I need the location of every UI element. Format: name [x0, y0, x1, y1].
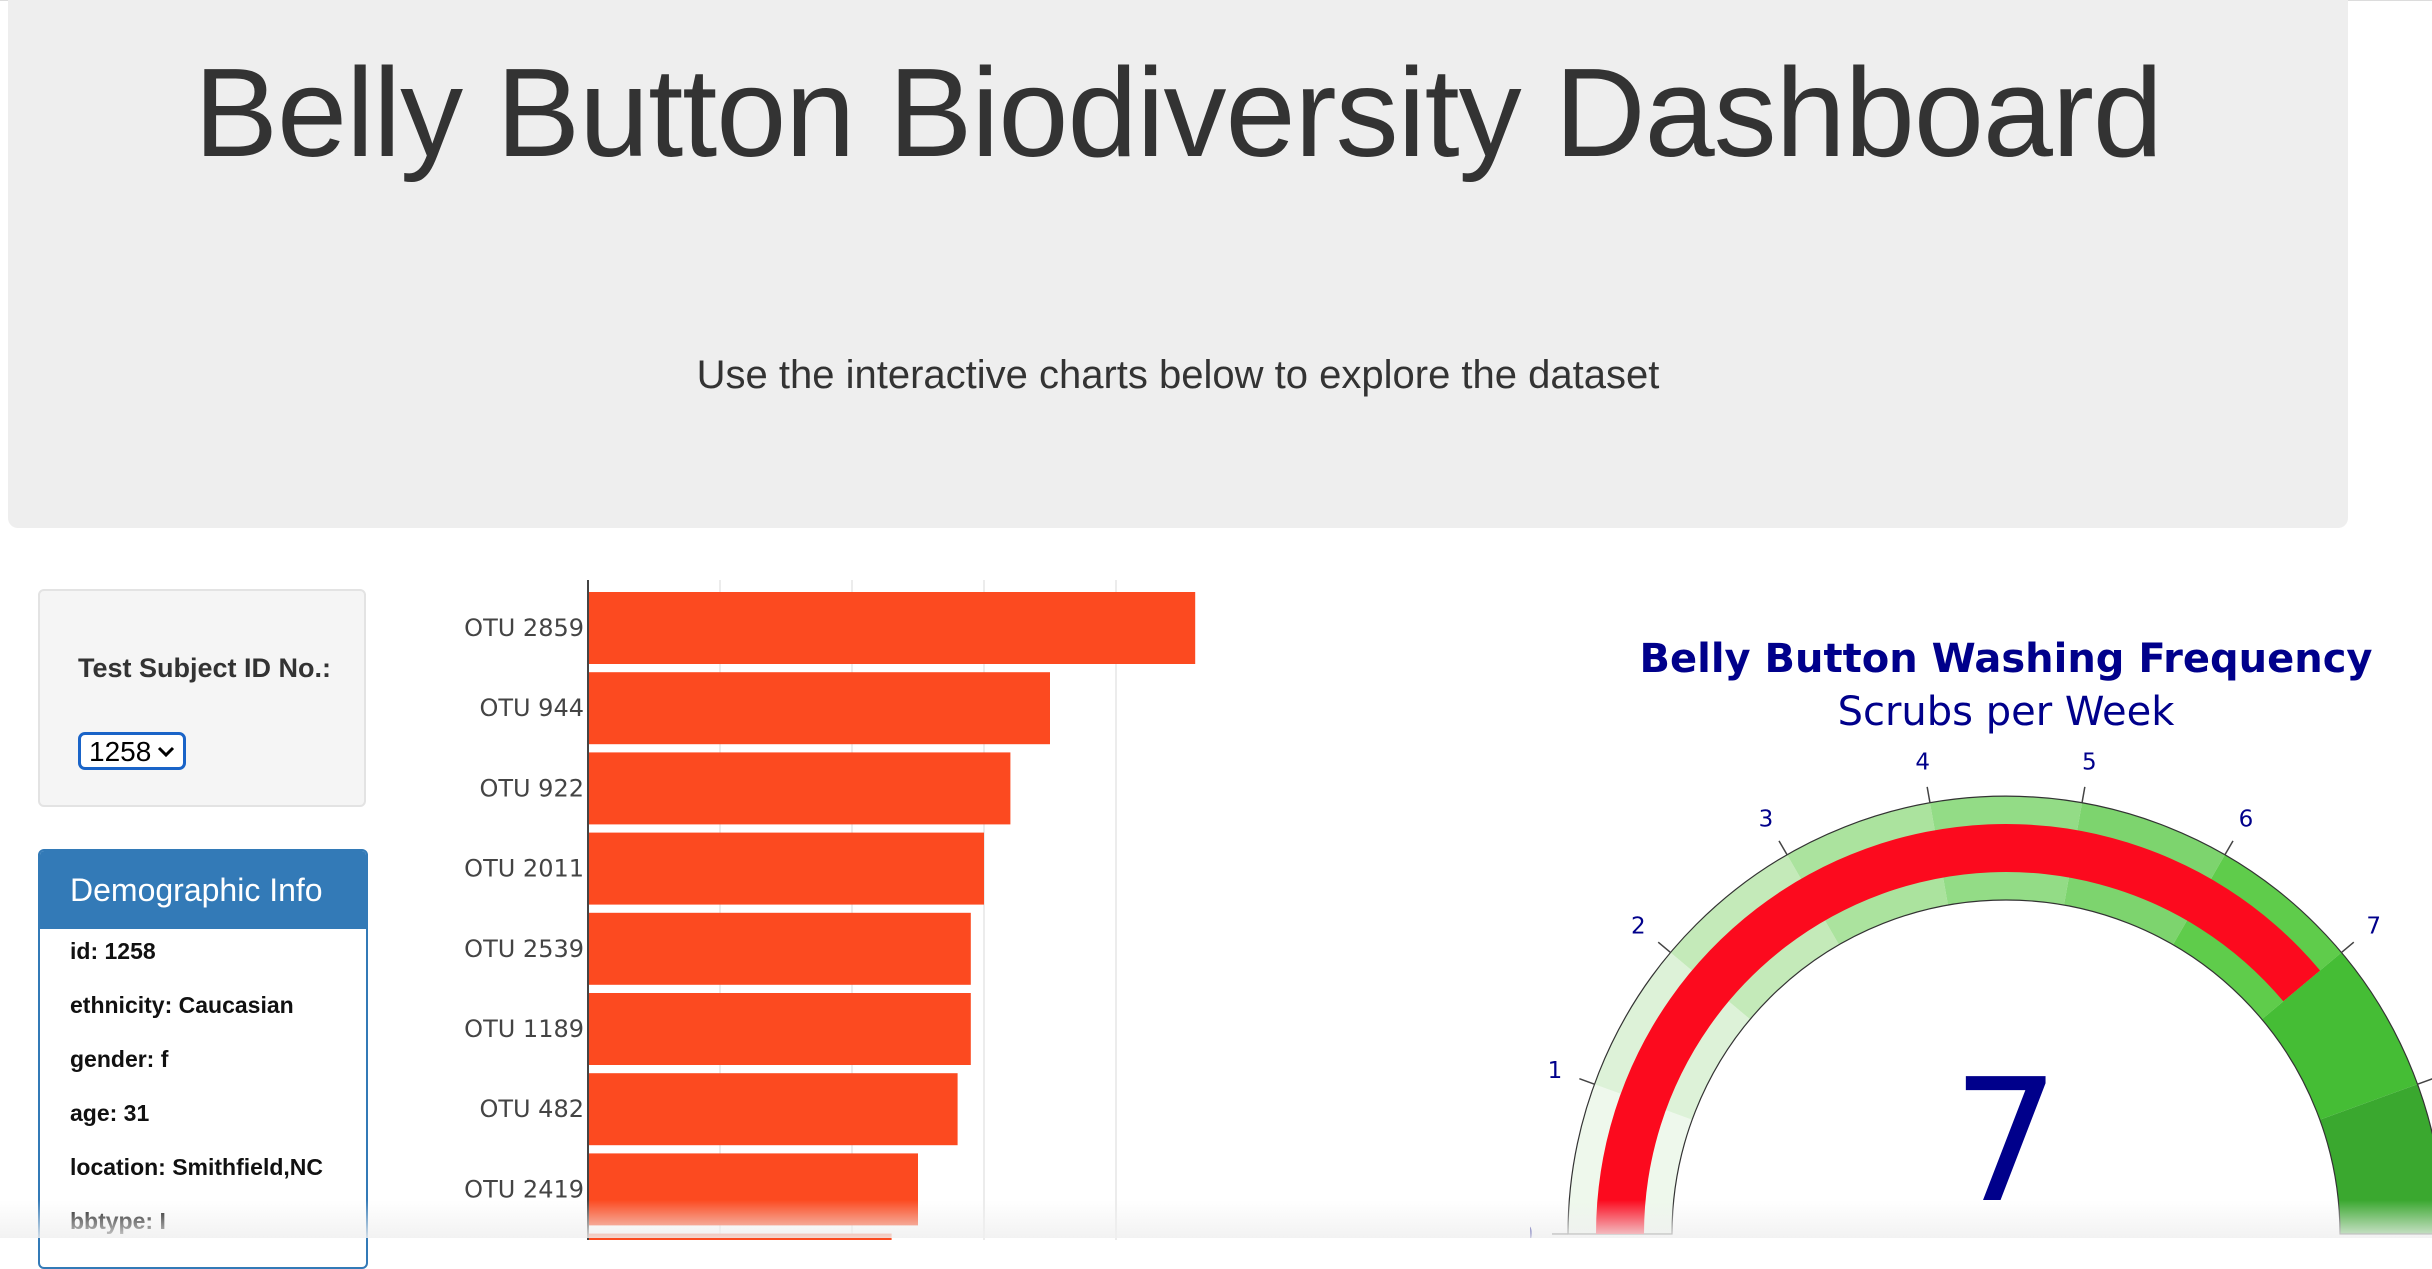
- demographic-panel-heading: Demographic Info: [40, 851, 366, 929]
- top-otu-bar-chart: OTU 2859 OTU 944 OTU 922 OTU 2011 OTU 2539 OT…: [464, 580, 1196, 1240]
- gauge-tick: [1926, 786, 1931, 803]
- otu-tick-label: OTU 944: [479, 694, 584, 722]
- demographic-row: gender: f: [70, 1046, 169, 1072]
- gauge-tick-label: 5: [2082, 749, 2097, 775]
- gauge-tick: [2417, 1078, 2432, 1085]
- gauge-tick-label: 2: [1631, 913, 1646, 939]
- gauge-step: [2319, 1084, 2432, 1234]
- otu-tick-label: OTU 2011: [464, 855, 584, 883]
- otu-bar[interactable]: [589, 752, 1011, 825]
- gauge-tick: [2081, 786, 2086, 803]
- subject-id-selected-value: 1258: [89, 736, 152, 767]
- gauge-tick-label: 7: [2366, 913, 2381, 939]
- washing-frequency-gauge: 0123456789Belly Button Washing Frequency…: [1530, 636, 2432, 1238]
- demographic-row: ethnicity: Caucasian: [70, 992, 294, 1018]
- subject-selector-well: Test Subject ID No.: 1258: [38, 589, 366, 807]
- gauge-title: Belly Button Washing Frequency: [1640, 636, 2373, 682]
- otu-tick-label: OTU 1189: [464, 1015, 584, 1043]
- gauge-outline: [1567, 795, 2432, 1235]
- gauge-tick: [1778, 840, 1788, 856]
- otu-tick-label: OTU 2419: [464, 1175, 584, 1203]
- gauge-value-bar: [1596, 824, 2321, 1234]
- otu-bar[interactable]: [589, 993, 971, 1065]
- gauge-tick-label: 3: [1759, 806, 1774, 832]
- gauge-tick: [1579, 1078, 1595, 1085]
- gauge-tick-label: 4: [1915, 749, 1930, 775]
- otu-bar[interactable]: [589, 1073, 958, 1146]
- demographic-row: id: 1258: [70, 938, 156, 964]
- otu-bar[interactable]: [589, 672, 1050, 745]
- otu-tick-label: OTU 2859: [464, 614, 584, 642]
- otu-bar[interactable]: [589, 832, 984, 905]
- chevron-down-icon: [155, 738, 177, 762]
- otu-tick-label: OTU 2539: [464, 935, 584, 963]
- gauge-tick-label: 1: [1548, 1058, 1563, 1084]
- gauge-tick: [2224, 840, 2234, 856]
- otu-tick-label: OTU 922: [479, 774, 584, 802]
- header-jumbotron: Belly Button Biodiversity Dashboard Use …: [8, 0, 2348, 528]
- subject-id-label: Test Subject ID No.:: [78, 653, 332, 683]
- demographic-row: age: 31: [70, 1100, 150, 1126]
- page-title: Belly Button Biodiversity Dashboard: [193, 42, 2163, 183]
- subject-id-select[interactable]: 1258: [78, 732, 186, 770]
- otu-tick-label: OTU 482: [479, 1095, 584, 1123]
- gauge-tick-label: 6: [2239, 806, 2254, 832]
- gauge-step: [2261, 952, 2418, 1120]
- otu-bar[interactable]: [589, 592, 1196, 664]
- bottom-fade: [0, 1200, 2432, 1238]
- demographic-row: location: Smithfield,NC: [70, 1154, 323, 1180]
- page-subtitle: Use the interactive charts below to expl…: [696, 353, 1660, 397]
- gauge-subtitle: Scrubs per Week: [1838, 689, 2176, 735]
- gauge-tick: [2341, 941, 2355, 954]
- gauge-tick: [1657, 941, 1671, 954]
- demographic-panel: Demographic Info id: 1258 ethnicity: Cauc…: [38, 849, 368, 1269]
- otu-bar[interactable]: [589, 912, 971, 985]
